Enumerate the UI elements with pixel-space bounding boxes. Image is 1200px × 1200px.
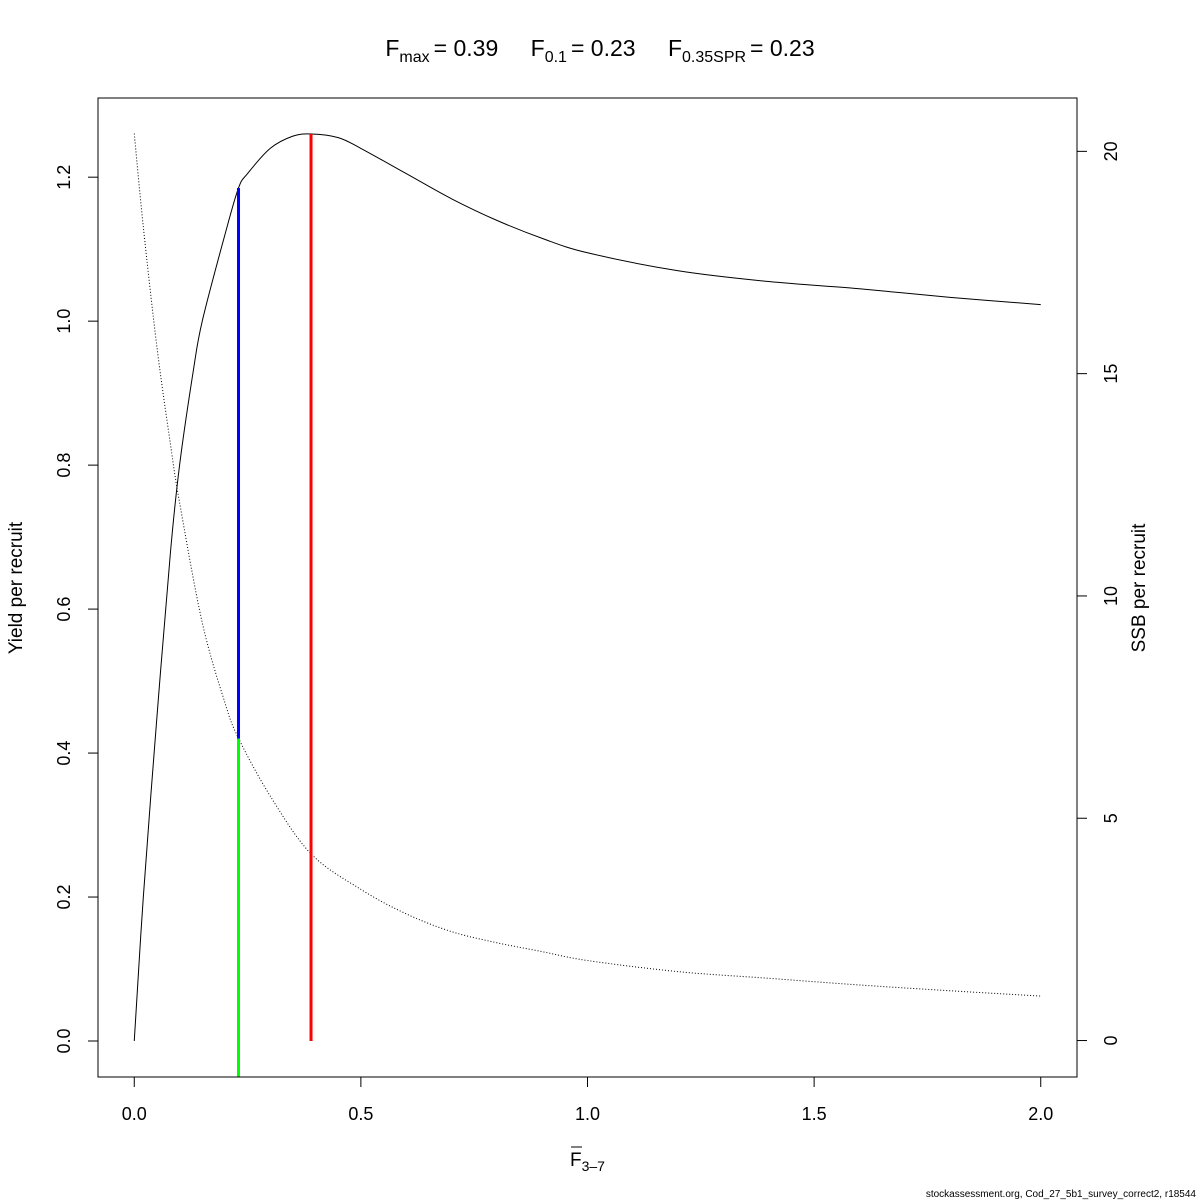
x-tick-label: 0.5 (348, 1104, 373, 1124)
yield-per-recruit-line (133, 133, 1041, 1042)
title-fmax-subscript: max (399, 49, 429, 66)
y2-tick-label: 0 (1101, 1036, 1121, 1046)
title-fspr-value: = 0.23 (750, 35, 815, 61)
x-tick-label: 1.5 (802, 1104, 827, 1124)
y-tick-label: 0.6 (54, 597, 74, 622)
y2-tick-label: 20 (1101, 141, 1121, 161)
x-tick-label: 2.0 (1028, 1104, 1053, 1124)
title-fspr-symbol: F (668, 35, 682, 61)
x-tick-label: 1.0 (575, 1104, 600, 1124)
x-tick-label: 0.0 (122, 1104, 147, 1124)
x-axis: 0.0 0.5 1.0 1.5 2.0 (122, 1076, 1053, 1124)
y-axis-left: 0.0 0.2 0.4 0.6 0.8 1.0 1.2 (54, 165, 99, 1054)
title-f01-value: = 0.23 (571, 35, 636, 61)
x-axis-label-symbol: F (570, 1150, 582, 1171)
y-tick-label: 0.8 (54, 453, 74, 478)
y2-tick-label: 10 (1101, 586, 1121, 606)
reference-lines (237, 133, 313, 1077)
x-axis-label: F3–7 (570, 1146, 605, 1174)
y-tick-label: 1.2 (54, 165, 74, 190)
y-axis-right: 0 5 10 15 20 (1076, 141, 1121, 1046)
title-fmax-value: = 0.39 (434, 35, 499, 61)
y-tick-label: 1.0 (54, 309, 74, 334)
ssb-per-recruit-line (133, 133, 1041, 997)
y2-tick-label: 15 (1101, 364, 1121, 384)
svg-text:F3–7: F3–7 (570, 1150, 605, 1174)
caption: stockassessment.org, Cod_27_5b1_survey_c… (926, 1189, 1197, 1200)
plot-frame (97, 97, 1078, 1078)
chart-title: Fmax = 0.39 F0.1 = 0.23 F0.35SPR = 0.23 (385, 35, 814, 66)
title-fspr-subscript: 0.35SPR (682, 49, 746, 66)
y2-tick-label: 5 (1101, 813, 1121, 823)
y-tick-label: 0.2 (54, 885, 74, 910)
title-f01-symbol: F (531, 35, 545, 61)
series-layer (133, 133, 1041, 1042)
y-axis-label: Yield per recruit (6, 521, 27, 654)
y-tick-label: 0.0 (54, 1028, 74, 1053)
y2-axis-label: SSB per recruit (1129, 523, 1150, 653)
y-tick-label: 0.4 (54, 741, 74, 766)
x-axis-label-subscript: 3–7 (582, 1158, 606, 1174)
title-f01-subscript: 0.1 (545, 49, 567, 66)
title-fmax-symbol: F (385, 35, 399, 61)
